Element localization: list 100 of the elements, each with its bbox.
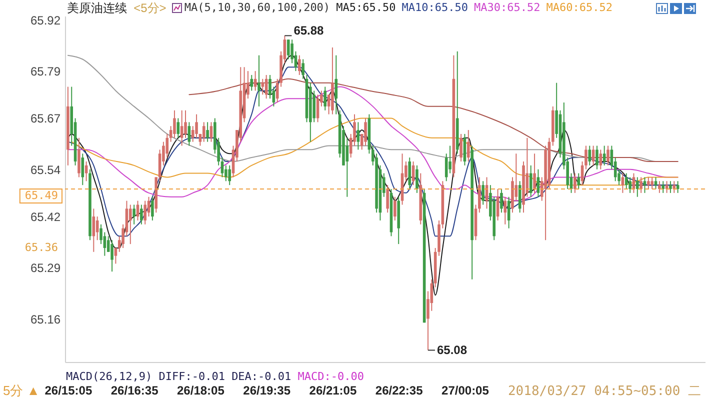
chart-subtitle: <5分> [134,1,166,15]
candlestick [228,164,231,186]
candlestick [533,153,536,194]
candlestick [482,180,484,206]
text: MA60:65.52 [546,1,613,14]
candlestick [110,240,114,272]
candlestick [588,145,592,166]
candlestick [103,232,106,256]
candlestick [416,164,418,194]
text: MA10:65.50 [402,1,468,14]
candlestick [606,145,610,166]
candlestick [654,176,658,190]
candlestick [536,168,540,198]
annotation: 65.08 [436,343,468,358]
text: MA5:65.50 [336,1,396,14]
candlestick [188,122,191,146]
ref-line-label: 65.49 [24,189,58,202]
candlestick [312,90,316,123]
candlestick [669,180,672,194]
candlestick [132,204,136,225]
candlestick [202,122,206,142]
candlestick [364,118,367,146]
candlestick [628,176,632,194]
candlestick [96,216,99,241]
candlestick [636,176,639,198]
candlestick [599,149,602,170]
y-tick-label: 65.54 [30,162,61,177]
candlestick [643,176,646,194]
candlestick [173,110,176,138]
candlestick [460,133,462,162]
candlestick [298,54,301,76]
annotation: 65.88 [294,24,324,38]
candlestick [81,153,84,186]
candlestick [206,122,209,142]
candlestick [624,172,628,190]
candlestick [136,200,140,221]
y-tick-label: 65.42 [30,210,61,224]
y-tick-label: 65.16 [30,312,61,326]
candlestick [672,180,676,194]
text: MACD(26,12,9) DIFF:-0.01 DEA:-0.01 [66,370,292,383]
candlestick [577,172,580,190]
candlestick [592,145,595,166]
x-tick-label: 26/16:35 [110,384,159,398]
text: 5分 ▲ [3,383,40,398]
candlestick [504,196,507,225]
candlestick [176,118,180,138]
y-tick-label: 65.79 [30,64,61,79]
y-tick-label: 65.92 [30,13,61,28]
candlestick [500,188,503,214]
candlestick [448,145,452,174]
text: 2018/03/27 04:55~05:00 二 [508,384,701,399]
candlestick [261,78,264,96]
candlestick [647,176,650,190]
y-tick-label: 65.67 [30,112,61,126]
x-tick-label: 26/15:05 [44,384,92,398]
line-series [188,78,678,162]
candlestick [224,164,228,182]
candlestick [658,180,661,194]
x-tick-label: 26/22:35 [375,384,424,398]
candlestick [574,172,576,194]
candlestick [408,157,412,190]
candlestick [356,122,360,150]
candlestick [84,160,88,182]
candlestick [602,145,606,166]
x-tick-label: 27/00:05 [442,384,490,398]
candlestick [324,86,327,111]
candlestick [258,54,260,107]
chart-title: 美原油连续 [67,1,127,15]
y-tick-label: 65.29 [30,261,61,276]
candlestick [334,54,338,115]
candlestick [250,74,254,92]
candlestick [78,137,80,178]
candlestick [286,39,290,60]
candlestick [254,70,257,92]
candlestick [210,122,213,142]
candlestick [529,164,532,198]
x-tick-label: 26/18:05 [177,384,225,398]
text: 65.36 [24,241,58,254]
candlestick [596,145,598,170]
candlestick [467,130,470,162]
candlestick [140,204,143,225]
candlestick [114,247,118,264]
candlestick [302,58,304,80]
text: MA(5,10,30,60,100,200) [184,1,330,14]
x-tick-label: 26/21:05 [309,384,357,398]
candlestick [650,176,654,190]
candlestick [195,114,198,138]
candlestick [394,196,396,221]
candlestick [386,184,389,214]
candlestick [151,196,154,221]
candlestick [128,204,132,245]
candlestick [621,172,624,194]
candlestick [180,110,184,146]
candlestick [640,176,642,194]
text: MACD:-0.00 [298,370,364,383]
x-tick-label: 26/19:35 [243,384,291,398]
candlestick [144,200,146,225]
candlestick [662,180,665,194]
candlestick [478,176,481,214]
text: MA30:65.52 [474,1,540,14]
